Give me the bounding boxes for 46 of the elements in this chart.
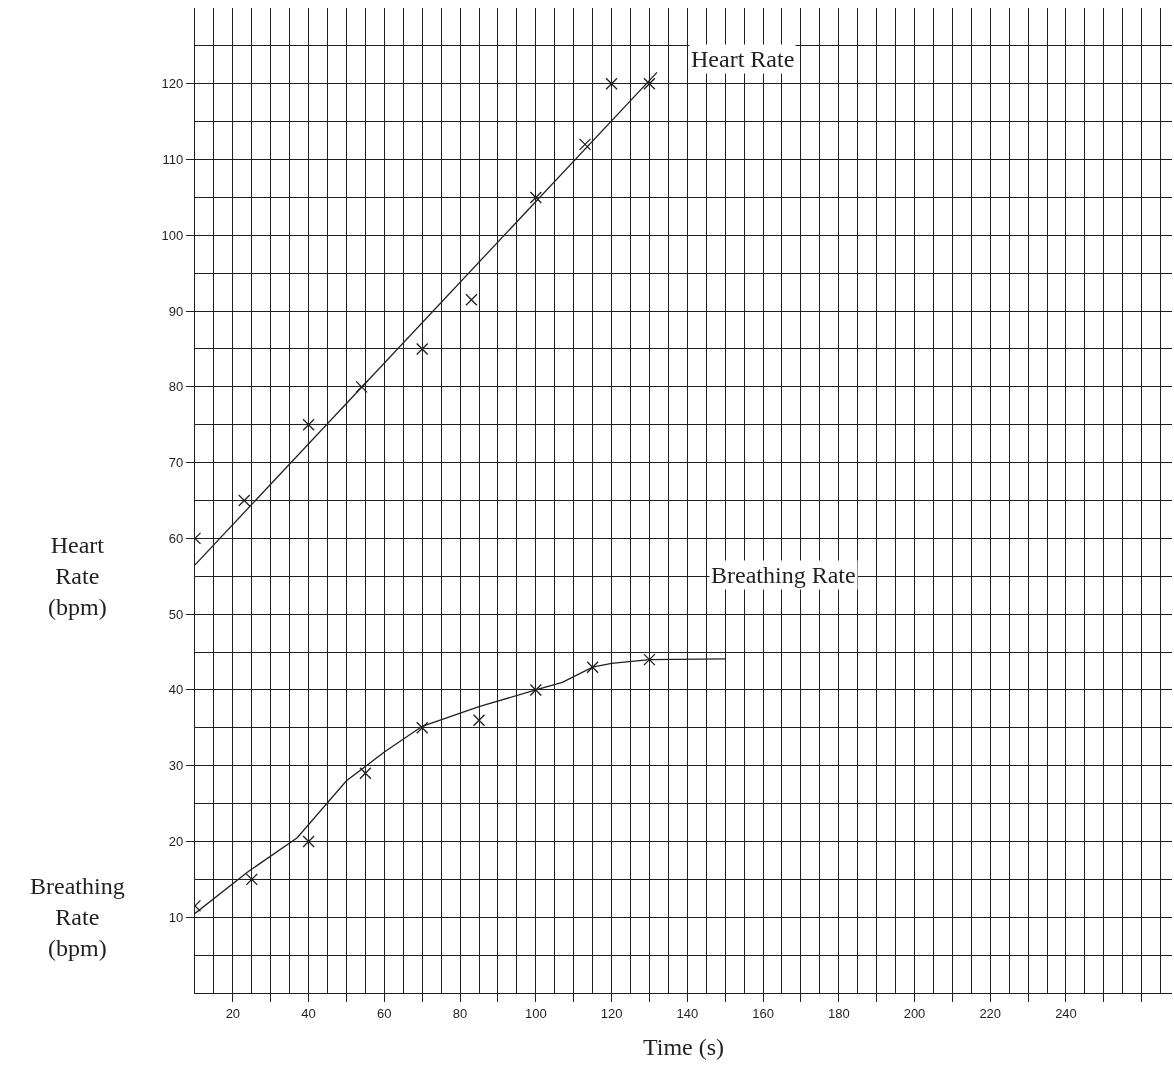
x-tick-label: 40 [301, 1005, 316, 1021]
point [586, 661, 599, 674]
x-tick-label: 180 [827, 1005, 850, 1021]
x-tick-label: 200 [903, 1005, 926, 1021]
annotation: Heart Rate [691, 46, 795, 72]
point [238, 494, 251, 507]
y-tick-label: 30 [168, 758, 184, 774]
y-tick-label: 70 [168, 455, 184, 471]
point [355, 380, 368, 393]
annotation: Breathing Rate [711, 562, 856, 588]
point [529, 191, 542, 204]
x-tick-label: 120 [600, 1005, 623, 1021]
x-axis-title: Time (s) [642, 1034, 725, 1061]
y-axis-title: Heart Rate (bpm) [48, 532, 107, 621]
y-tick-label: 110 [162, 152, 184, 168]
point [605, 77, 618, 90]
y-tick-label: 50 [168, 606, 184, 622]
y-tick-label: 100 [161, 227, 184, 243]
point [578, 138, 592, 151]
point [302, 418, 315, 431]
point [416, 721, 429, 734]
x-tick-label: 80 [452, 1005, 468, 1021]
y-tick-label: 90 [168, 303, 184, 319]
text: Breathing Rate (bpm) [30, 873, 125, 962]
point [416, 342, 429, 356]
point [359, 767, 372, 780]
point [643, 653, 656, 666]
x-tick-label: 140 [676, 1005, 699, 1021]
y-tick-label: 10 [168, 909, 184, 925]
point [245, 873, 258, 886]
point [465, 293, 478, 306]
x-tick-label: 100 [524, 1005, 547, 1021]
y-tick-label: 80 [168, 379, 184, 395]
x-tick-label: 160 [752, 1005, 774, 1021]
point [302, 835, 315, 848]
point [643, 77, 656, 90]
y-tick-label: 60 [168, 530, 184, 546]
x-tick-label: 20 [225, 1005, 241, 1021]
y-tick-label: 40 [168, 682, 184, 698]
x-tick-label: 220 [979, 1005, 1002, 1021]
x-tick-label: 240 [1055, 1005, 1077, 1021]
x-tick-label: 60 [377, 1005, 392, 1021]
point [472, 714, 486, 727]
y-tick-label: 120 [161, 76, 184, 92]
y-tick-label: 20 [168, 834, 184, 850]
point [529, 683, 542, 697]
